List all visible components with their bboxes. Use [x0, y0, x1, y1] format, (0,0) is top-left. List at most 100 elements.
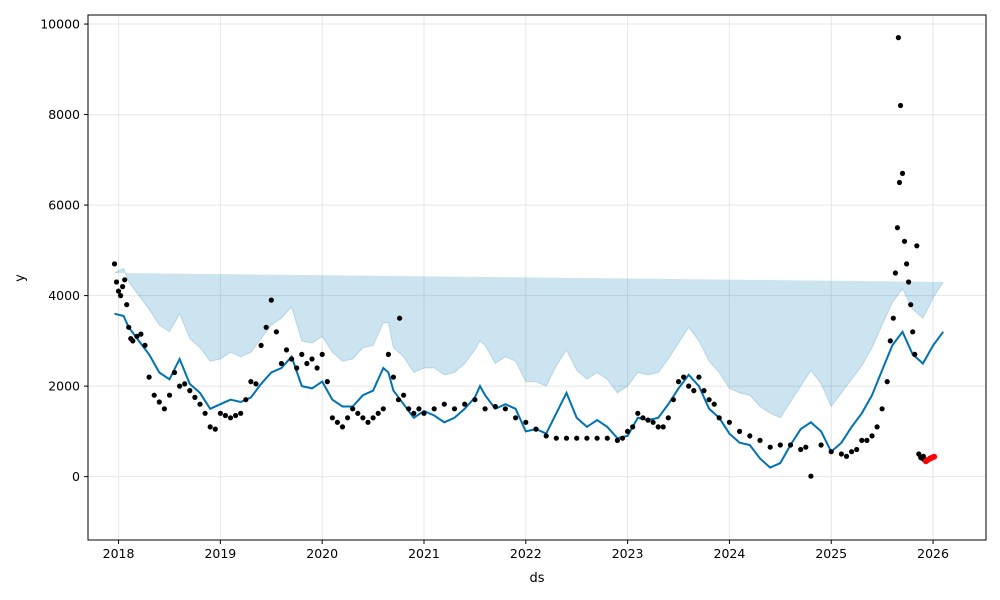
observed-point — [584, 435, 590, 441]
observed-point — [757, 437, 763, 443]
x-axis: 2018 2019 2020 2021 2022 2023 2024 2025 2026 — [103, 540, 949, 561]
observed-point — [375, 410, 381, 416]
observed-point — [895, 35, 902, 41]
observed-point — [126, 324, 132, 330]
observed-point — [416, 406, 422, 412]
observed-point — [253, 381, 259, 387]
observed-point — [912, 351, 918, 357]
observed-point — [574, 435, 580, 441]
observed-point — [222, 412, 228, 419]
observed-point — [355, 410, 361, 416]
observed-point — [370, 415, 376, 421]
observed-point — [818, 442, 824, 448]
observed-point — [339, 424, 346, 430]
observed-point — [696, 374, 702, 380]
x-axis-label: ds — [529, 571, 544, 586]
observed-point — [854, 446, 860, 453]
observed-point — [217, 410, 223, 416]
observed-point — [896, 179, 903, 186]
observed-point — [798, 446, 804, 453]
observed-point — [787, 442, 794, 448]
observed-point — [670, 397, 677, 403]
observed-point — [828, 449, 834, 455]
grid-lines — [88, 15, 986, 540]
observed-point — [890, 315, 896, 321]
plot-area — [111, 35, 945, 479]
observed-point — [533, 426, 539, 432]
observed-point — [258, 342, 264, 348]
recent-point — [931, 453, 938, 460]
observed-point — [171, 369, 178, 376]
observed-point — [543, 433, 549, 439]
observed-point — [278, 360, 284, 367]
x-tick-label: 2020 — [306, 546, 338, 561]
observed-point — [365, 419, 371, 425]
x-tick-label: 2026 — [917, 546, 949, 561]
observed-point — [406, 406, 412, 412]
observed-point — [563, 435, 570, 441]
observed-point — [906, 279, 912, 285]
y-axis-label: y — [13, 274, 28, 282]
observed-point — [207, 424, 213, 430]
x-tick-label: 2023 — [612, 546, 644, 561]
observed-point — [156, 399, 162, 405]
observed-point — [401, 392, 407, 398]
x-tick-label: 2025 — [815, 546, 847, 561]
observed-point — [411, 410, 417, 416]
observed-point — [130, 338, 136, 344]
observed-point — [177, 383, 183, 389]
observed-point — [299, 351, 305, 357]
observed-point — [706, 397, 712, 403]
observed-point — [238, 410, 244, 416]
observed-point — [421, 410, 427, 416]
observed-point — [726, 419, 733, 425]
x-tick-label: 2022 — [510, 546, 542, 561]
observed-point — [263, 324, 269, 330]
y-tick-label: 0 — [72, 469, 80, 484]
observed-point — [513, 415, 519, 421]
observed-point — [635, 410, 641, 416]
observed-point — [431, 406, 437, 412]
observed-point — [849, 449, 855, 455]
y-tick-label: 10000 — [40, 17, 80, 32]
observed-point — [380, 406, 386, 412]
observed-point — [625, 428, 631, 434]
observed-point — [665, 415, 671, 421]
observed-point — [202, 410, 208, 416]
observed-point — [283, 347, 290, 353]
observed-point — [115, 288, 122, 294]
observed-point — [462, 401, 468, 407]
observed-point — [747, 433, 753, 439]
observed-point — [711, 401, 717, 407]
observed-point — [614, 437, 621, 443]
observed-point — [166, 392, 173, 398]
observed-point — [899, 170, 906, 176]
observed-point — [838, 451, 845, 457]
observed-point — [884, 379, 890, 385]
y-tick-label: 2000 — [48, 379, 80, 394]
observed-point — [655, 424, 661, 430]
observed-point — [334, 419, 340, 425]
observed-point — [874, 424, 880, 430]
observed-point — [390, 374, 396, 380]
observed-point — [914, 243, 920, 249]
x-tick-label: 2021 — [408, 546, 440, 561]
observed-point — [118, 293, 124, 299]
observed-point — [901, 238, 908, 244]
observed-point — [182, 381, 188, 387]
y-axis: 0 2000 4000 6000 8000 10000 — [40, 17, 88, 484]
observed-point — [777, 442, 783, 448]
observed-point — [268, 297, 274, 303]
y-tick-label: 8000 — [48, 107, 80, 122]
observed-point — [113, 279, 120, 285]
observed-point — [502, 406, 508, 412]
observed-point — [192, 394, 198, 400]
observed-point — [737, 428, 743, 434]
x-tick-label: 2018 — [103, 546, 135, 561]
observed-point — [808, 473, 814, 479]
observed-point — [243, 397, 249, 403]
observed-point — [859, 437, 865, 443]
observed-point — [864, 437, 870, 443]
observed-point — [716, 415, 722, 421]
